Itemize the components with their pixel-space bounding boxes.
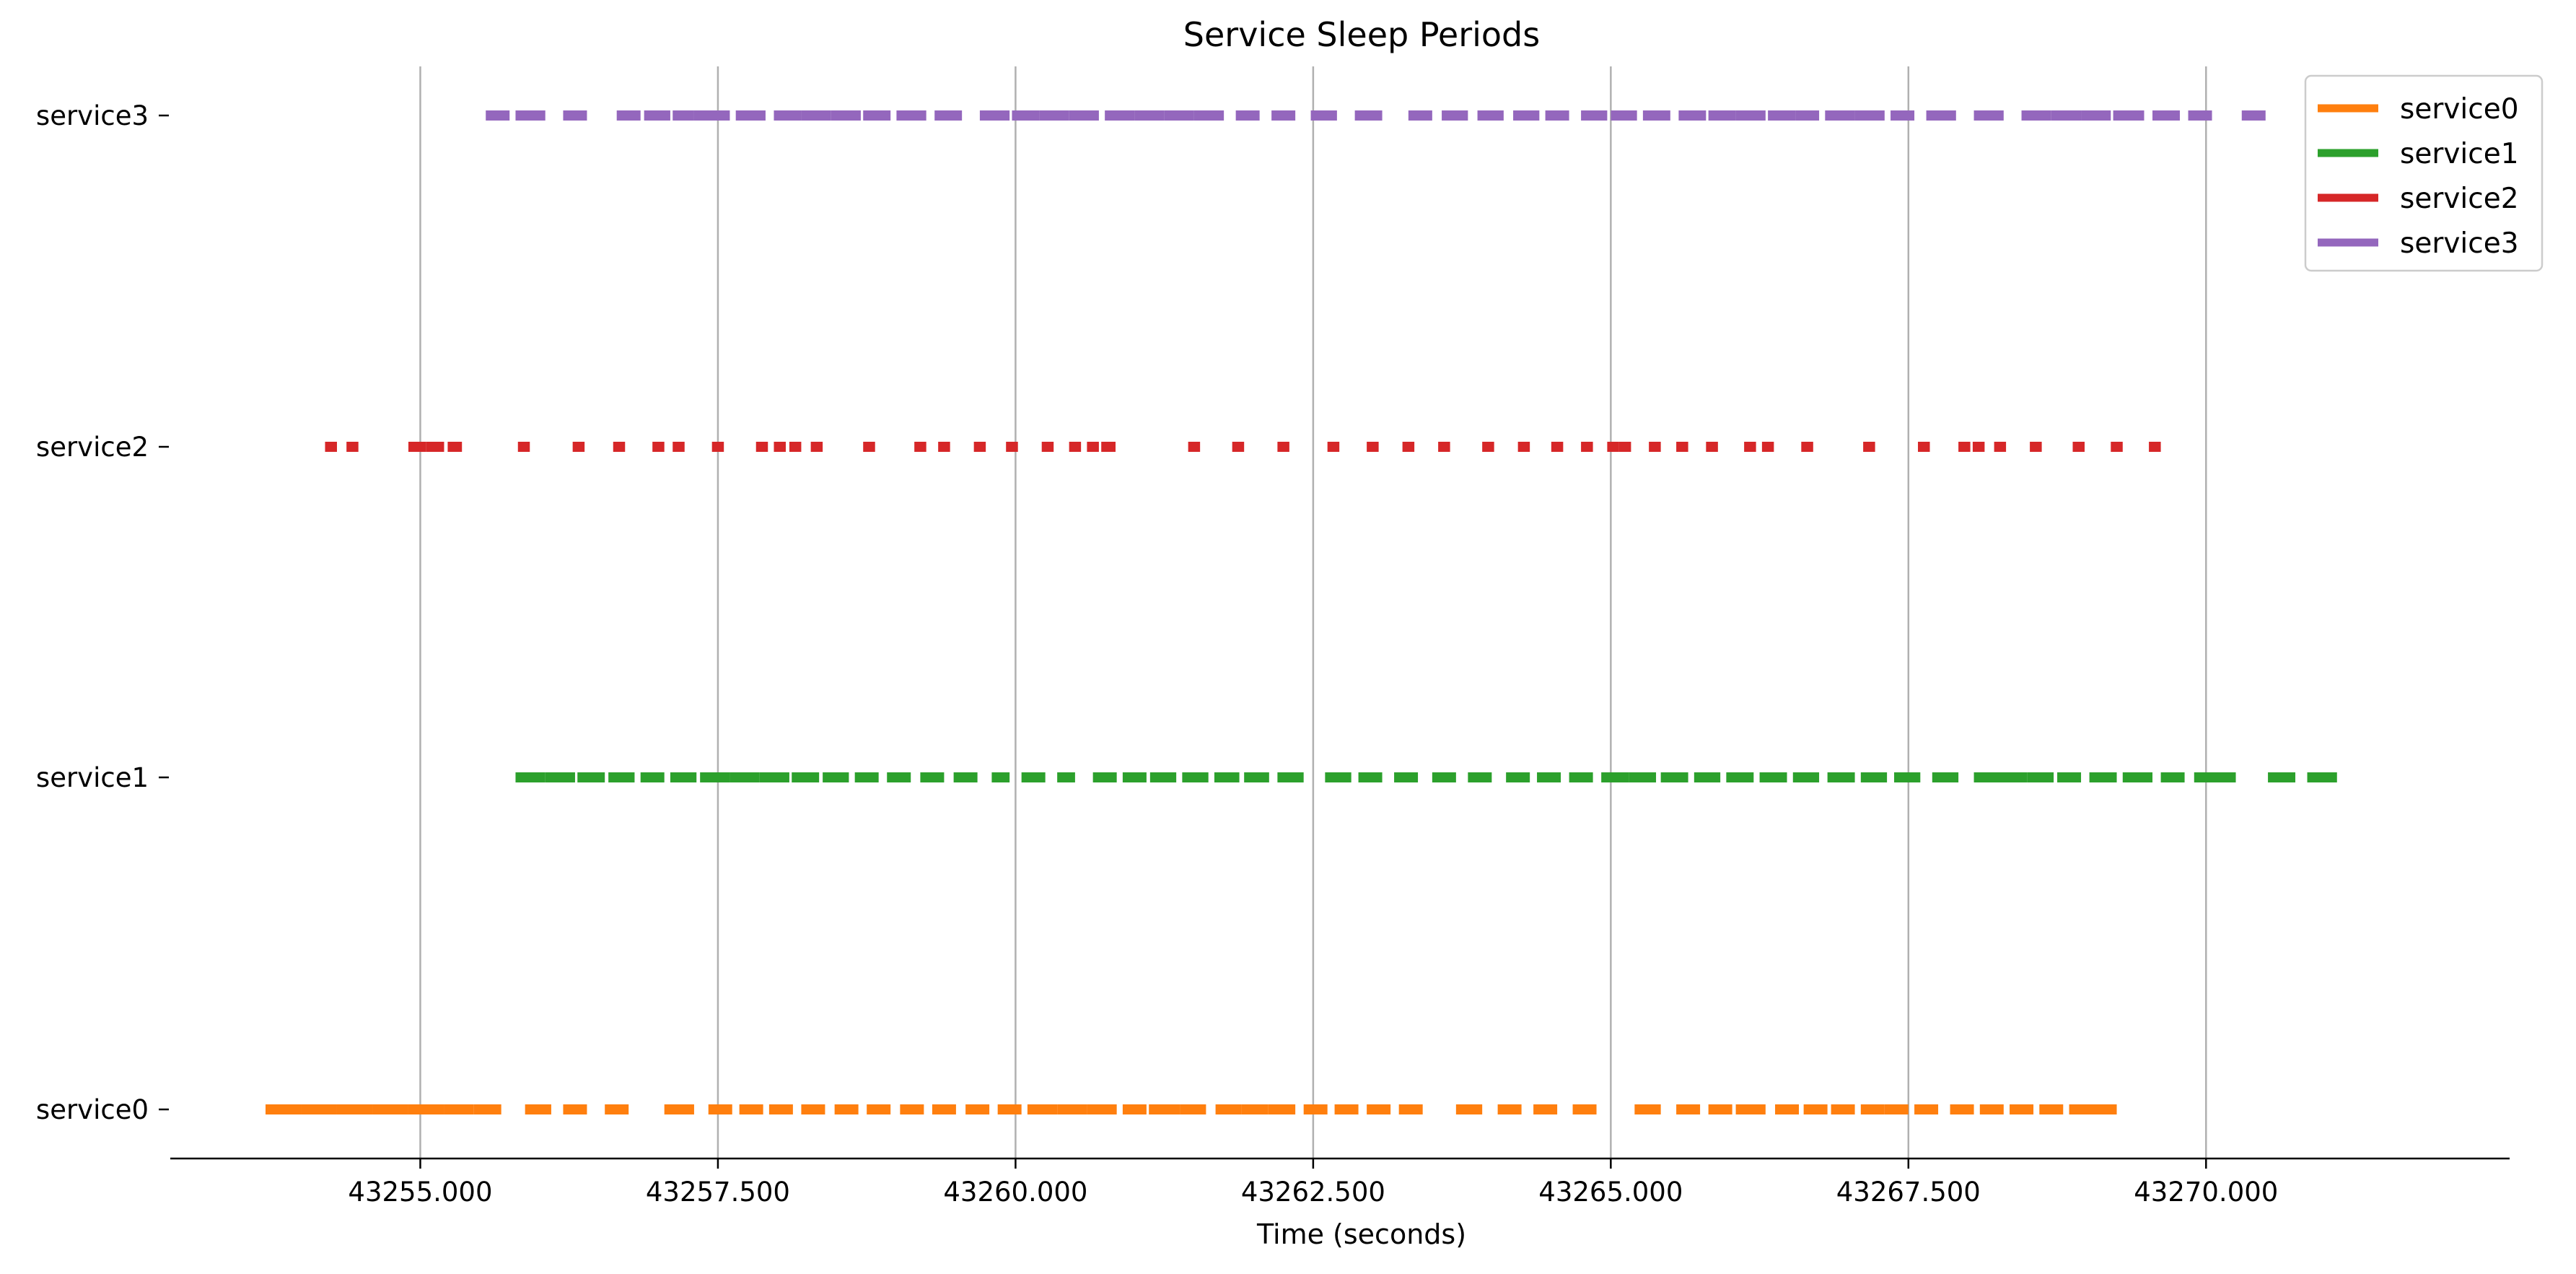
y-tick-label-service1: service1 xyxy=(36,762,149,793)
chart-title: Service Sleep Periods xyxy=(1183,15,1540,54)
vertical-gridlines xyxy=(419,66,2207,1159)
x-axis: 43255.000 43257.500 43260.000 43262.500 4326… xyxy=(170,1157,2510,1208)
x-tick-label-3: 43262.500 xyxy=(1241,1177,1385,1208)
x-tick-label-6: 43270.000 xyxy=(2134,1177,2278,1208)
sleep-segments xyxy=(265,110,2337,1114)
legend-label-service0: service0 xyxy=(2400,93,2519,126)
x-tick-label-5: 43267.500 xyxy=(1836,1177,1981,1208)
legend-box xyxy=(2304,74,2544,272)
y-axis: service0 service1 service2 service3 xyxy=(36,100,169,1125)
x-tick-label-1: 43257.500 xyxy=(646,1177,790,1208)
legend-label-service1: service1 xyxy=(2400,138,2519,170)
x-axis-label: Time (seconds) xyxy=(1256,1218,1466,1250)
y-tick-label-service0: service0 xyxy=(36,1094,149,1125)
legend-label-service3: service3 xyxy=(2400,227,2519,260)
legend: service0 service1 service2 service3 xyxy=(2304,74,2544,272)
y-tick-label-service2: service2 xyxy=(36,432,149,463)
x-tick-label-0: 43255.000 xyxy=(348,1177,492,1208)
y-tick-label-service3: service3 xyxy=(36,100,149,131)
legend-label-service2: service2 xyxy=(2400,183,2519,215)
x-tick-label-2: 43260.000 xyxy=(943,1177,1087,1208)
x-tick-label-4: 43265.000 xyxy=(1538,1177,1683,1208)
